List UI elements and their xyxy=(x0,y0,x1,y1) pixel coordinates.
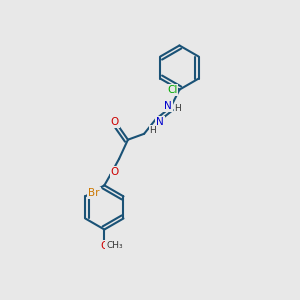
Text: H: H xyxy=(175,104,181,113)
Text: Cl: Cl xyxy=(167,85,177,94)
Text: H: H xyxy=(150,126,156,135)
Text: N: N xyxy=(164,101,172,111)
Text: O: O xyxy=(110,117,119,127)
Text: O: O xyxy=(110,167,119,177)
Text: CH₃: CH₃ xyxy=(106,241,123,250)
Text: Br: Br xyxy=(88,188,100,198)
Text: N: N xyxy=(156,117,164,127)
Text: O: O xyxy=(100,241,109,251)
